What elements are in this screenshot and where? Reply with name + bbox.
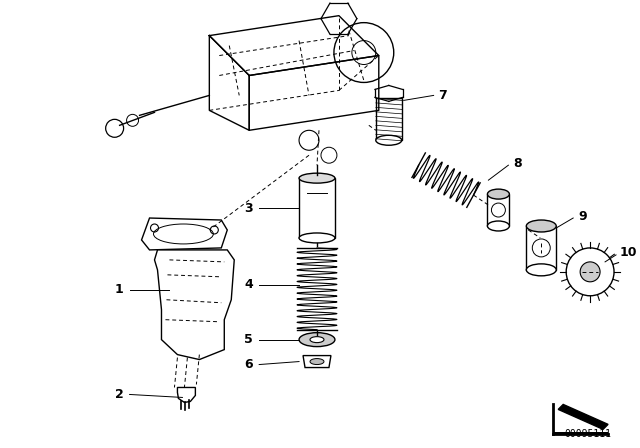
Polygon shape [141,218,227,250]
Text: 8: 8 [513,157,522,170]
Polygon shape [177,388,195,402]
Ellipse shape [310,336,324,343]
Ellipse shape [299,233,335,243]
Text: 9: 9 [578,210,587,223]
Polygon shape [154,250,234,360]
Bar [488,194,509,226]
Text: 10: 10 [620,246,637,259]
Ellipse shape [526,264,556,276]
Bar [299,178,335,238]
Bar [526,226,556,270]
Text: 4: 4 [244,278,253,291]
Polygon shape [558,405,608,429]
Ellipse shape [299,333,335,347]
Polygon shape [303,356,331,367]
Ellipse shape [310,358,324,365]
Bar [376,99,402,140]
Ellipse shape [488,189,509,199]
Text: 5: 5 [244,333,253,346]
Text: 2: 2 [115,388,124,401]
Circle shape [566,248,614,296]
Text: 00095111: 00095111 [564,429,612,439]
Text: 6: 6 [244,358,253,371]
Polygon shape [553,432,608,434]
Ellipse shape [488,221,509,231]
Ellipse shape [299,173,335,183]
Circle shape [580,262,600,282]
Text: 1: 1 [115,283,124,296]
Ellipse shape [154,224,213,244]
Text: 7: 7 [438,89,447,102]
Ellipse shape [376,135,402,145]
Ellipse shape [526,220,556,232]
Text: 3: 3 [244,202,253,215]
